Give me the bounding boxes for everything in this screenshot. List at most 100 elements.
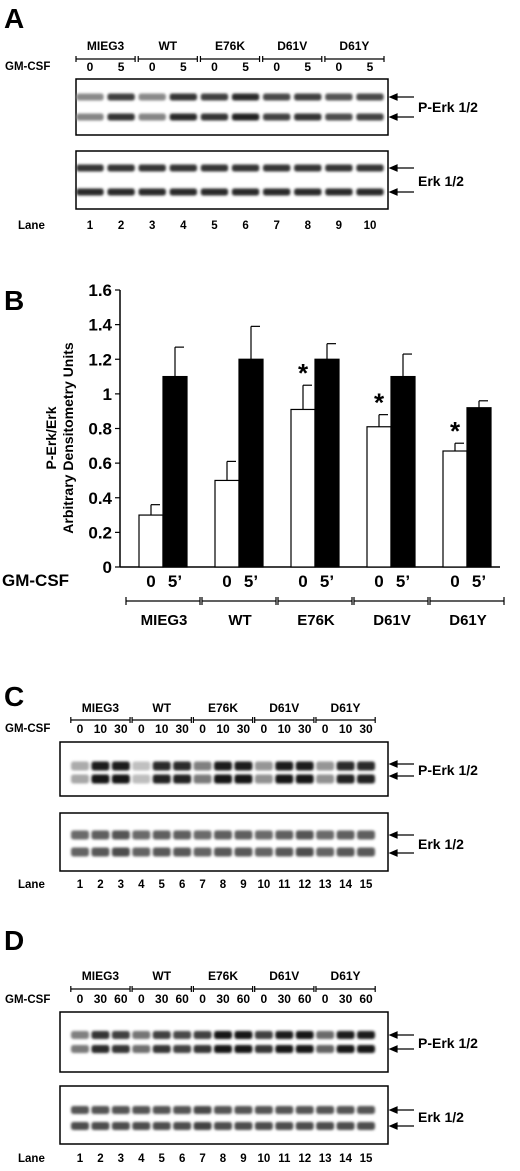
group-header-mieg3: MIEG3 bbox=[82, 701, 120, 715]
dose-label: 0 bbox=[199, 722, 206, 736]
blot-band bbox=[214, 1031, 232, 1039]
blot-band bbox=[231, 164, 260, 172]
bar-d61y-1 bbox=[466, 407, 492, 568]
blot-band bbox=[254, 761, 273, 771]
blot-band bbox=[254, 1122, 273, 1130]
blot-band bbox=[132, 1122, 151, 1130]
panel-d: D MIEG3 WT E76K D61V D61Y GM-CSF 0 30 60 0 30 60 0… bbox=[4, 925, 478, 1165]
group-header-wt: WT bbox=[152, 701, 171, 715]
blot-band bbox=[132, 761, 151, 771]
blot-band bbox=[357, 761, 375, 771]
panel-c-lane-numbers: 1 2 3 4 5 6 7 8 9 10 11 12 13 14 15 bbox=[77, 879, 373, 891]
blot-band bbox=[357, 1106, 375, 1114]
blot-band bbox=[356, 188, 384, 196]
panel-d-lane-label: Lane bbox=[18, 1153, 45, 1165]
blot-band bbox=[357, 847, 375, 857]
y-tick-label: 1 bbox=[103, 385, 112, 404]
lane-number: 8 bbox=[220, 1153, 227, 1165]
panel-d-treatment-label: GM-CSF bbox=[5, 994, 50, 1006]
bar-d61v-0 bbox=[366, 426, 392, 568]
blot-band bbox=[336, 774, 355, 784]
blot-band bbox=[336, 1122, 355, 1130]
blot-band bbox=[231, 113, 260, 121]
dose-label: 10 bbox=[94, 722, 108, 736]
blot-band bbox=[132, 1031, 151, 1039]
y-tick-label: 1.6 bbox=[88, 281, 112, 300]
blot-band bbox=[107, 164, 135, 172]
blot-band bbox=[138, 93, 166, 101]
lane-number: 2 bbox=[97, 879, 103, 891]
dose-label: 0 bbox=[77, 722, 84, 736]
blot-band bbox=[262, 164, 291, 172]
blot-band bbox=[336, 761, 355, 771]
blot-band bbox=[254, 1031, 273, 1039]
lane-number: 7 bbox=[273, 220, 279, 232]
dose-label: 5 bbox=[367, 60, 374, 74]
dose-label: 0 bbox=[322, 722, 329, 736]
lane-number: 9 bbox=[336, 220, 342, 232]
blot-band bbox=[234, 1106, 253, 1114]
panel-b-treatment-label: GM-CSF bbox=[2, 571, 69, 590]
dose-label: 5 bbox=[242, 60, 249, 74]
dose-label: 30 bbox=[298, 722, 312, 736]
panel-c-doses: 0 10 30 0 10 30 0 10 30 0 10 30 0 10 30 bbox=[77, 722, 373, 736]
blot-band bbox=[262, 93, 291, 101]
lane-number: 5 bbox=[211, 220, 218, 232]
blot-band bbox=[91, 774, 110, 784]
blot-band bbox=[254, 1045, 273, 1053]
blot-band bbox=[336, 1031, 355, 1039]
lane-number: 3 bbox=[118, 1153, 124, 1165]
blot-band bbox=[193, 1106, 212, 1114]
y-axis-label-line1: P-Erk/Erk bbox=[43, 406, 59, 469]
lane-number: 5 bbox=[159, 1153, 166, 1165]
blot-band bbox=[152, 1106, 171, 1114]
dose-label: 60 bbox=[298, 992, 312, 1006]
blot-band bbox=[107, 113, 135, 121]
lane-number: 8 bbox=[220, 879, 227, 891]
dose-label: 60 bbox=[237, 992, 251, 1006]
panel-d-arrows bbox=[388, 1031, 414, 1130]
bar-wt-0 bbox=[214, 479, 240, 568]
bar-treatment-label: 0 bbox=[146, 572, 155, 591]
bar-e76k-0 bbox=[290, 408, 316, 568]
blot-band bbox=[173, 830, 192, 840]
bar-treatment-label: 5’ bbox=[320, 572, 334, 591]
lane-number: 1 bbox=[77, 879, 84, 891]
panel-c-treatment-label: GM-CSF bbox=[5, 723, 50, 735]
blot-band bbox=[275, 847, 294, 857]
blot-band bbox=[336, 1045, 355, 1053]
lane-number: 8 bbox=[305, 220, 312, 232]
panel-c-blot-bottom bbox=[59, 812, 389, 872]
lane-number: 6 bbox=[179, 1153, 185, 1165]
y-tick-label: 1.2 bbox=[88, 350, 112, 369]
y-tick-label: 1.4 bbox=[88, 316, 112, 335]
blot-band bbox=[91, 1106, 110, 1114]
blot-band bbox=[214, 1106, 232, 1114]
blot-band bbox=[234, 830, 253, 840]
blot-band bbox=[356, 164, 384, 172]
significance-asterisk: * bbox=[298, 358, 309, 388]
blot-band bbox=[173, 1106, 192, 1114]
y-tick-label: 0.8 bbox=[88, 420, 112, 439]
blot-band bbox=[91, 1045, 110, 1053]
bar-mieg3-0 bbox=[138, 514, 164, 568]
significance-asterisk: * bbox=[450, 416, 461, 446]
blot-band bbox=[193, 1045, 212, 1053]
blot-band bbox=[234, 1045, 253, 1053]
dose-label: 10 bbox=[155, 722, 169, 736]
blot-band bbox=[316, 761, 335, 771]
blot-band bbox=[193, 1031, 212, 1039]
lane-number: 7 bbox=[199, 879, 205, 891]
blot-band bbox=[71, 774, 89, 784]
panel-d-blot-top bbox=[59, 1011, 389, 1073]
blot-band bbox=[275, 1122, 294, 1130]
blot-band bbox=[325, 113, 353, 121]
y-tick-label: 0.2 bbox=[88, 523, 112, 542]
y-axis-ticks: 0 0.2 0.4 0.6 0.8 1 1.2 1.4 1.6 bbox=[88, 281, 120, 577]
lane-number: 3 bbox=[149, 220, 155, 232]
blot-band bbox=[254, 847, 273, 857]
lane-number: 1 bbox=[87, 220, 94, 232]
y-tick-label: 0.6 bbox=[88, 454, 112, 473]
lane-number: 12 bbox=[298, 879, 311, 891]
bar-treatment-label: 5’ bbox=[244, 572, 258, 591]
